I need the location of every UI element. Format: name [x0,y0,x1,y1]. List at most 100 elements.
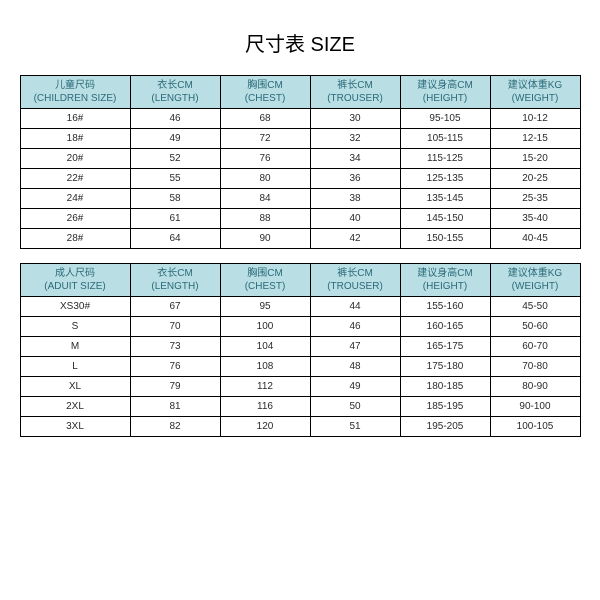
table-cell: 48 [310,357,400,377]
table-cell: 47 [310,337,400,357]
table-cell: 50-60 [490,317,580,337]
table-row: 22#558036125-13520-25 [20,169,580,189]
table-cell: 58 [130,189,220,209]
table-cell: 84 [220,189,310,209]
table-cell: 30 [310,109,400,129]
table-cell: 38 [310,189,400,209]
table-header-row: 成人尺码(ADUIT SIZE)衣长CM(LENGTH)胸围CM(CHEST)裤… [20,264,580,297]
table-cell: 125-135 [400,169,490,189]
table-cell: 150-155 [400,229,490,249]
table-cell: 68 [220,109,310,129]
table-cell: 155-160 [400,297,490,317]
table-cell: 44 [310,297,400,317]
column-header: 成人尺码(ADUIT SIZE) [20,264,130,297]
column-header-cn: 成人尺码 [23,267,128,280]
column-header: 裤长CM(TROUSER) [310,264,400,297]
table-cell: 25-35 [490,189,580,209]
column-header-cn: 衣长CM [133,79,218,92]
table-cell: 50 [310,397,400,417]
table-cell: 80 [220,169,310,189]
table-cell: 108 [220,357,310,377]
table-cell: 79 [130,377,220,397]
table-row: 28#649042150-15540-45 [20,229,580,249]
column-header-cn: 儿童尺码 [23,79,128,92]
table-cell: S [20,317,130,337]
table-row: 2XL8111650185-19590-100 [20,397,580,417]
table-cell: 40 [310,209,400,229]
column-header-en: (HEIGHT) [403,280,488,293]
table-cell: 76 [130,357,220,377]
column-header-en: (LENGTH) [133,92,218,105]
table-cell: M [20,337,130,357]
table-cell: 55 [130,169,220,189]
table-row: 24#588438135-14525-35 [20,189,580,209]
column-header-cn: 建议体重KG [493,267,578,280]
table-cell: XS30# [20,297,130,317]
column-header-cn: 建议身高CM [403,267,488,280]
table-cell: 64 [130,229,220,249]
table-row: 16#46683095-10510-12 [20,109,580,129]
table-cell: 195-205 [400,417,490,437]
table-cell: 104 [220,337,310,357]
table-cell: 115-125 [400,149,490,169]
table-row: 26#618840145-15035-40 [20,209,580,229]
column-header-en: (ADUIT SIZE) [23,280,128,293]
table-cell: 90-100 [490,397,580,417]
table-cell: 116 [220,397,310,417]
table-cell: 18# [20,129,130,149]
column-header: 建议体重KG(WEIGHT) [490,264,580,297]
column-header-en: (CHEST) [223,92,308,105]
table-row: 3XL8212051195-205100-105 [20,417,580,437]
table-cell: 28# [20,229,130,249]
table-cell: 100 [220,317,310,337]
table-cell: 135-145 [400,189,490,209]
column-header: 裤长CM(TROUSER) [310,76,400,109]
column-header-cn: 胸围CM [223,267,308,280]
column-header-en: (WEIGHT) [493,92,578,105]
table-cell: 145-150 [400,209,490,229]
table-row: L7610848175-18070-80 [20,357,580,377]
page-title: 尺寸表 SIZE [245,28,355,57]
table-cell: 42 [310,229,400,249]
table-row: XL7911249180-18580-90 [20,377,580,397]
table-cell: XL [20,377,130,397]
table-cell: 22# [20,169,130,189]
table-cell: 73 [130,337,220,357]
table-cell: 120 [220,417,310,437]
table-cell: 82 [130,417,220,437]
table-cell: 175-180 [400,357,490,377]
table-cell: 10-12 [490,109,580,129]
column-header: 衣长CM(LENGTH) [130,76,220,109]
table-cell: 70-80 [490,357,580,377]
table-cell: 35-40 [490,209,580,229]
table-cell: 60-70 [490,337,580,357]
table-cell: 20-25 [490,169,580,189]
column-header-en: (TROUSER) [313,280,398,293]
adult-size-table: 成人尺码(ADUIT SIZE)衣长CM(LENGTH)胸围CM(CHEST)裤… [20,263,581,437]
column-header-cn: 建议体重KG [493,79,578,92]
table-cell: 20# [20,149,130,169]
table-cell: 24# [20,189,130,209]
column-header: 胸围CM(CHEST) [220,264,310,297]
table-cell: 95 [220,297,310,317]
table-cell: 112 [220,377,310,397]
column-header: 建议身高CM(HEIGHT) [400,264,490,297]
table-cell: 70 [130,317,220,337]
table-cell: 3XL [20,417,130,437]
table-cell: 16# [20,109,130,129]
table-cell: 160-165 [400,317,490,337]
column-header-cn: 裤长CM [313,79,398,92]
column-header-en: (TROUSER) [313,92,398,105]
table-cell: 67 [130,297,220,317]
table-cell: 49 [310,377,400,397]
column-header-en: (CHILDREN SIZE) [23,92,128,105]
column-header-cn: 裤长CM [313,267,398,280]
table-cell: 81 [130,397,220,417]
table-row: 20#527634115-12515-20 [20,149,580,169]
table-cell: 26# [20,209,130,229]
table-cell: 76 [220,149,310,169]
column-header-en: (HEIGHT) [403,92,488,105]
table-cell: 100-105 [490,417,580,437]
table-cell: 49 [130,129,220,149]
table-cell: 2XL [20,397,130,417]
